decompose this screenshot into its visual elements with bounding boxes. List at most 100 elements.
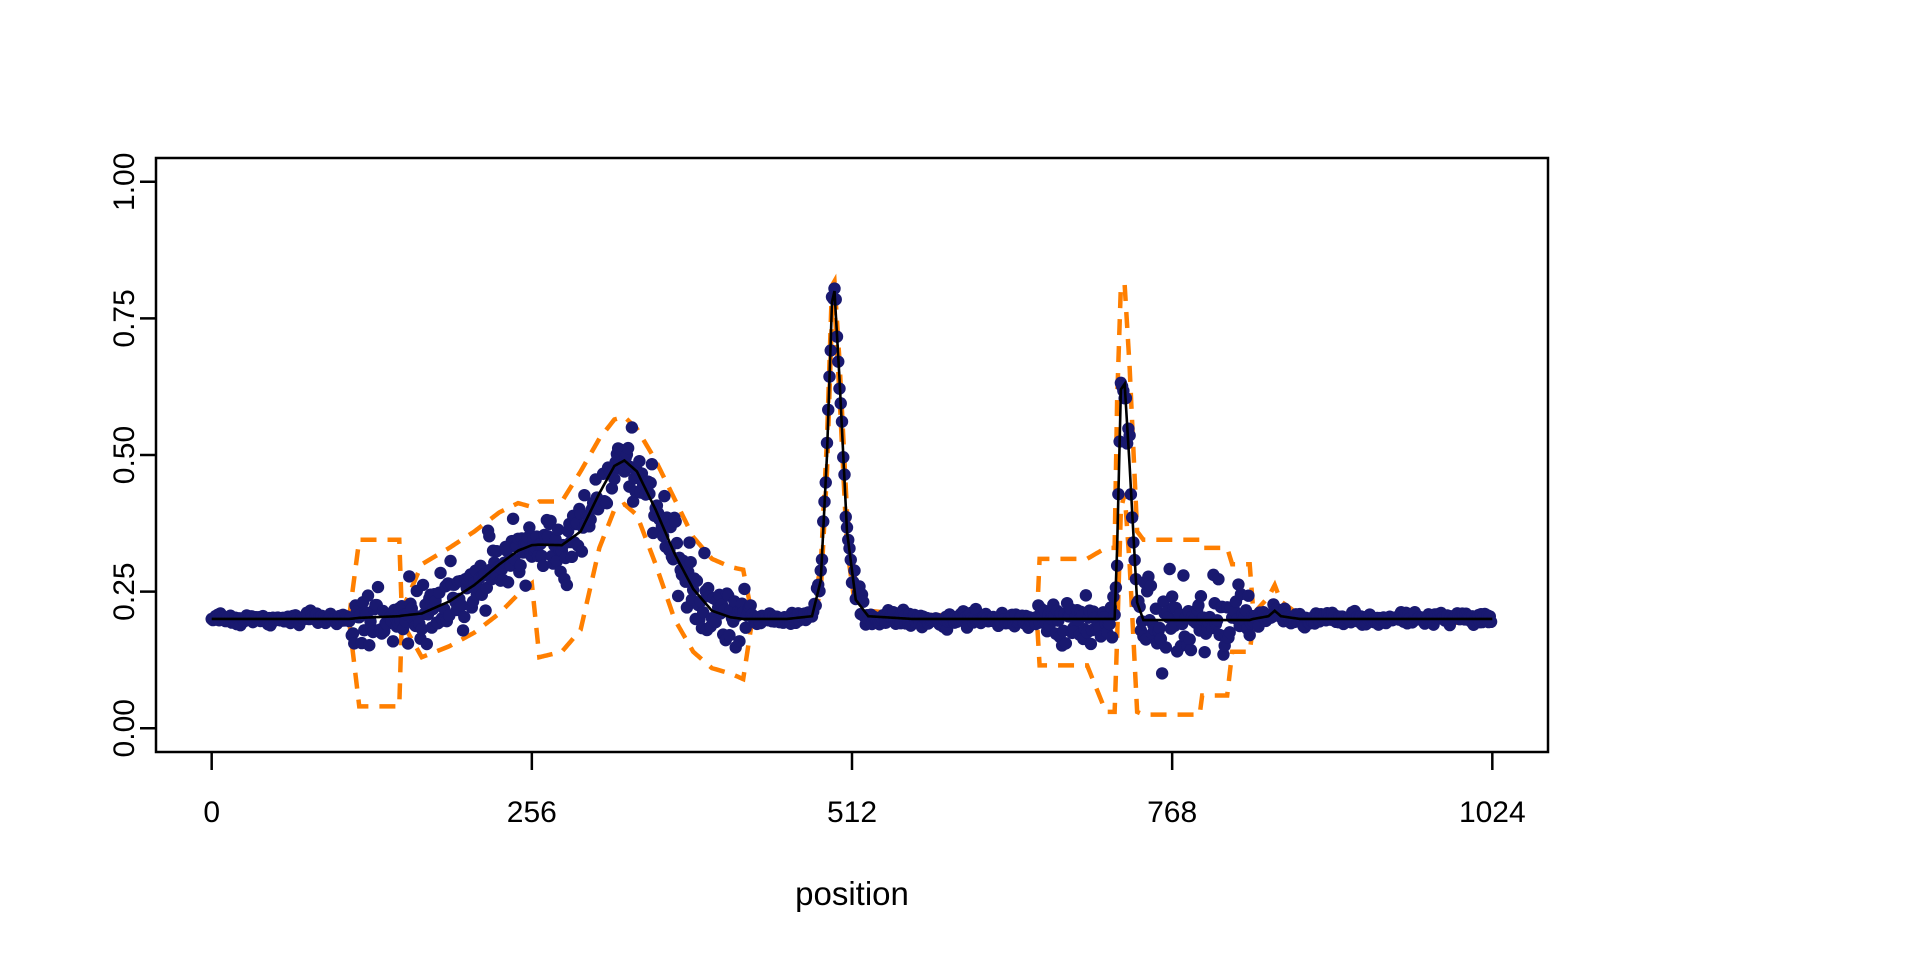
data-point (744, 599, 757, 612)
fitted-mean-line (211, 290, 1493, 622)
data-point (479, 604, 492, 617)
x-tick-label-1: 256 (507, 796, 557, 829)
y-tick-label-0: 0.00 (108, 699, 141, 757)
data-point (690, 574, 704, 588)
y-tick-label-4: 1.00 (108, 153, 141, 211)
data-point (645, 457, 659, 471)
x-axis-tick-labels: 0 256 512 768 1024 (203, 796, 1525, 829)
data-point (575, 545, 589, 558)
data-point (600, 497, 614, 510)
data-point (1223, 626, 1236, 639)
y-tick-label-1: 0.25 (108, 562, 141, 620)
data-point (1165, 590, 1179, 603)
data-point (361, 589, 375, 602)
data-point (670, 536, 684, 550)
data-point (733, 635, 746, 648)
data-point (519, 579, 532, 592)
data-point (456, 624, 470, 637)
data-point (551, 523, 565, 536)
data-point (346, 627, 360, 640)
data-point (1194, 590, 1208, 603)
data-point (683, 536, 696, 549)
data-point (633, 454, 646, 468)
data-point (1144, 579, 1158, 592)
data-point (684, 555, 697, 569)
data-point (828, 282, 841, 295)
data-point (644, 476, 657, 490)
y-tick-label-2: 0.50 (108, 426, 141, 484)
data-point (1103, 617, 1116, 631)
credible-band-layer (211, 273, 1493, 717)
data-point (1163, 562, 1176, 576)
data-point (625, 421, 639, 434)
data-point (535, 549, 549, 563)
data-point (1212, 573, 1225, 586)
data-point (1177, 569, 1190, 582)
data-point (669, 515, 682, 528)
data-point (523, 521, 536, 534)
data-point (1198, 645, 1211, 659)
data-point (671, 589, 685, 603)
x-tick-label-0: 0 (203, 796, 220, 829)
data-point (363, 639, 376, 652)
data-point (646, 526, 660, 540)
data-point (1243, 628, 1256, 642)
fitted-line-layer (211, 290, 1493, 622)
data-point (560, 578, 574, 592)
data-point (1242, 589, 1255, 602)
x-tick-label-4: 1024 (1459, 796, 1526, 829)
data-point (1084, 637, 1098, 651)
data-point (444, 554, 457, 568)
data-point (626, 495, 640, 508)
data-point (501, 576, 515, 589)
data-point (401, 637, 415, 650)
data-point (1155, 667, 1169, 680)
data-point (658, 489, 671, 503)
data-point (1484, 615, 1498, 629)
data-point (1159, 641, 1173, 654)
data-point (698, 546, 711, 560)
data-point (1105, 631, 1119, 644)
data-point (565, 550, 579, 564)
data-point (1059, 637, 1073, 650)
data-point (434, 566, 447, 580)
data-point (578, 488, 591, 502)
data-point (506, 512, 520, 525)
data-point (514, 559, 527, 572)
data-point (1184, 643, 1198, 657)
data-point (1183, 633, 1196, 646)
data-point (415, 622, 428, 636)
data-point (416, 578, 430, 592)
data-point (739, 621, 752, 634)
x-tick-label-3: 768 (1147, 796, 1197, 829)
data-point (738, 582, 751, 596)
data-point (544, 514, 557, 528)
data-point (371, 580, 385, 594)
data-point (1123, 429, 1136, 442)
data-point (420, 637, 433, 651)
x-axis-ticks (210, 752, 1494, 770)
credible-band-lower (211, 304, 1493, 717)
data-point (696, 606, 710, 619)
y-axis-tick-labels: 0.00 0.25 0.50 0.75 1.00 (108, 153, 141, 758)
data-point (605, 482, 619, 495)
data-point (1153, 621, 1166, 635)
y-tick-label-3: 0.75 (108, 289, 141, 347)
data-point (1079, 589, 1093, 602)
data-point (386, 635, 400, 648)
data-point (723, 629, 736, 642)
data-point (483, 530, 496, 543)
data-point (403, 570, 416, 583)
data-point (621, 441, 635, 455)
x-axis-title: position (795, 875, 909, 912)
data-point (455, 599, 469, 612)
data-point (1232, 578, 1245, 591)
data-point (458, 610, 471, 624)
y-axis-ticks (140, 180, 156, 730)
data-point (969, 602, 983, 616)
credible-band-upper (211, 273, 1493, 619)
data-point (536, 559, 550, 573)
